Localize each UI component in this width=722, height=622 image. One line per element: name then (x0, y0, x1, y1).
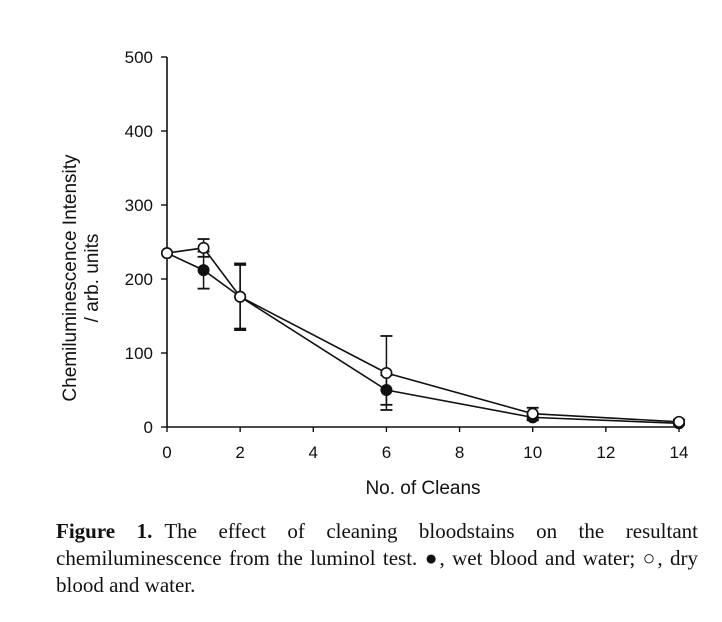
chart: 0 2 4 6 8 10 12 14 0 100 200 300 400 500 No. of Clean… (60, 48, 689, 499)
x-axis-label: No. of Cleans (365, 478, 480, 499)
x-tick-label: 2 (235, 443, 244, 462)
y-tick-label: 300 (125, 196, 153, 215)
figure-caption: Figure 1. The effect of cleaning bloodsta… (56, 518, 698, 599)
x-tick-label: 14 (670, 443, 689, 462)
caption-text: The effect of cleaning bloodstains on th… (56, 519, 699, 570)
data-point-dry-blood-and-water (380, 366, 393, 379)
x-tick-label: 10 (523, 443, 542, 462)
caption-wet-text: , wet blood and water; (439, 546, 636, 570)
data-point-wet-blood-and-water (197, 264, 210, 277)
x-tick-label: 6 (382, 443, 391, 462)
data-point-dry-blood-and-water (526, 407, 539, 420)
series-line-wet-blood-and-water (166, 252, 680, 425)
x-tick-label: 12 (596, 443, 615, 462)
y-tick-label: 500 (125, 48, 153, 67)
series-line-dry-blood-and-water (166, 247, 680, 423)
y-axis-label-line2: / arb. units (82, 234, 103, 323)
x-tick-label: 4 (309, 443, 318, 462)
data-point-wet-blood-and-water (380, 383, 393, 396)
axes (166, 57, 679, 428)
caption-dry-text: , dry blood and water. (56, 546, 698, 597)
y-tick-label: 200 (125, 270, 153, 289)
dry-symbol: ○ (642, 546, 658, 570)
data-point-dry-blood-and-water (197, 241, 210, 254)
series-layer (161, 238, 685, 430)
x-tick-label: 8 (455, 443, 464, 462)
x-tick-label: 0 (162, 443, 171, 462)
y-tick-label: 0 (144, 418, 153, 437)
data-point-dry-blood-and-water (161, 247, 174, 260)
data-point-dry-blood-and-water (234, 290, 247, 303)
caption-label: Figure 1. (56, 519, 153, 543)
ticks: 0 2 4 6 8 10 12 14 0 100 200 300 400 500 (125, 48, 689, 462)
wet-symbol: ● (424, 546, 440, 570)
data-point-dry-blood-and-water (672, 415, 685, 428)
y-tick-label: 400 (125, 122, 153, 141)
y-axis-label-line1: Chemiluminescence Intensity (60, 154, 81, 402)
y-tick-label: 100 (125, 344, 153, 363)
